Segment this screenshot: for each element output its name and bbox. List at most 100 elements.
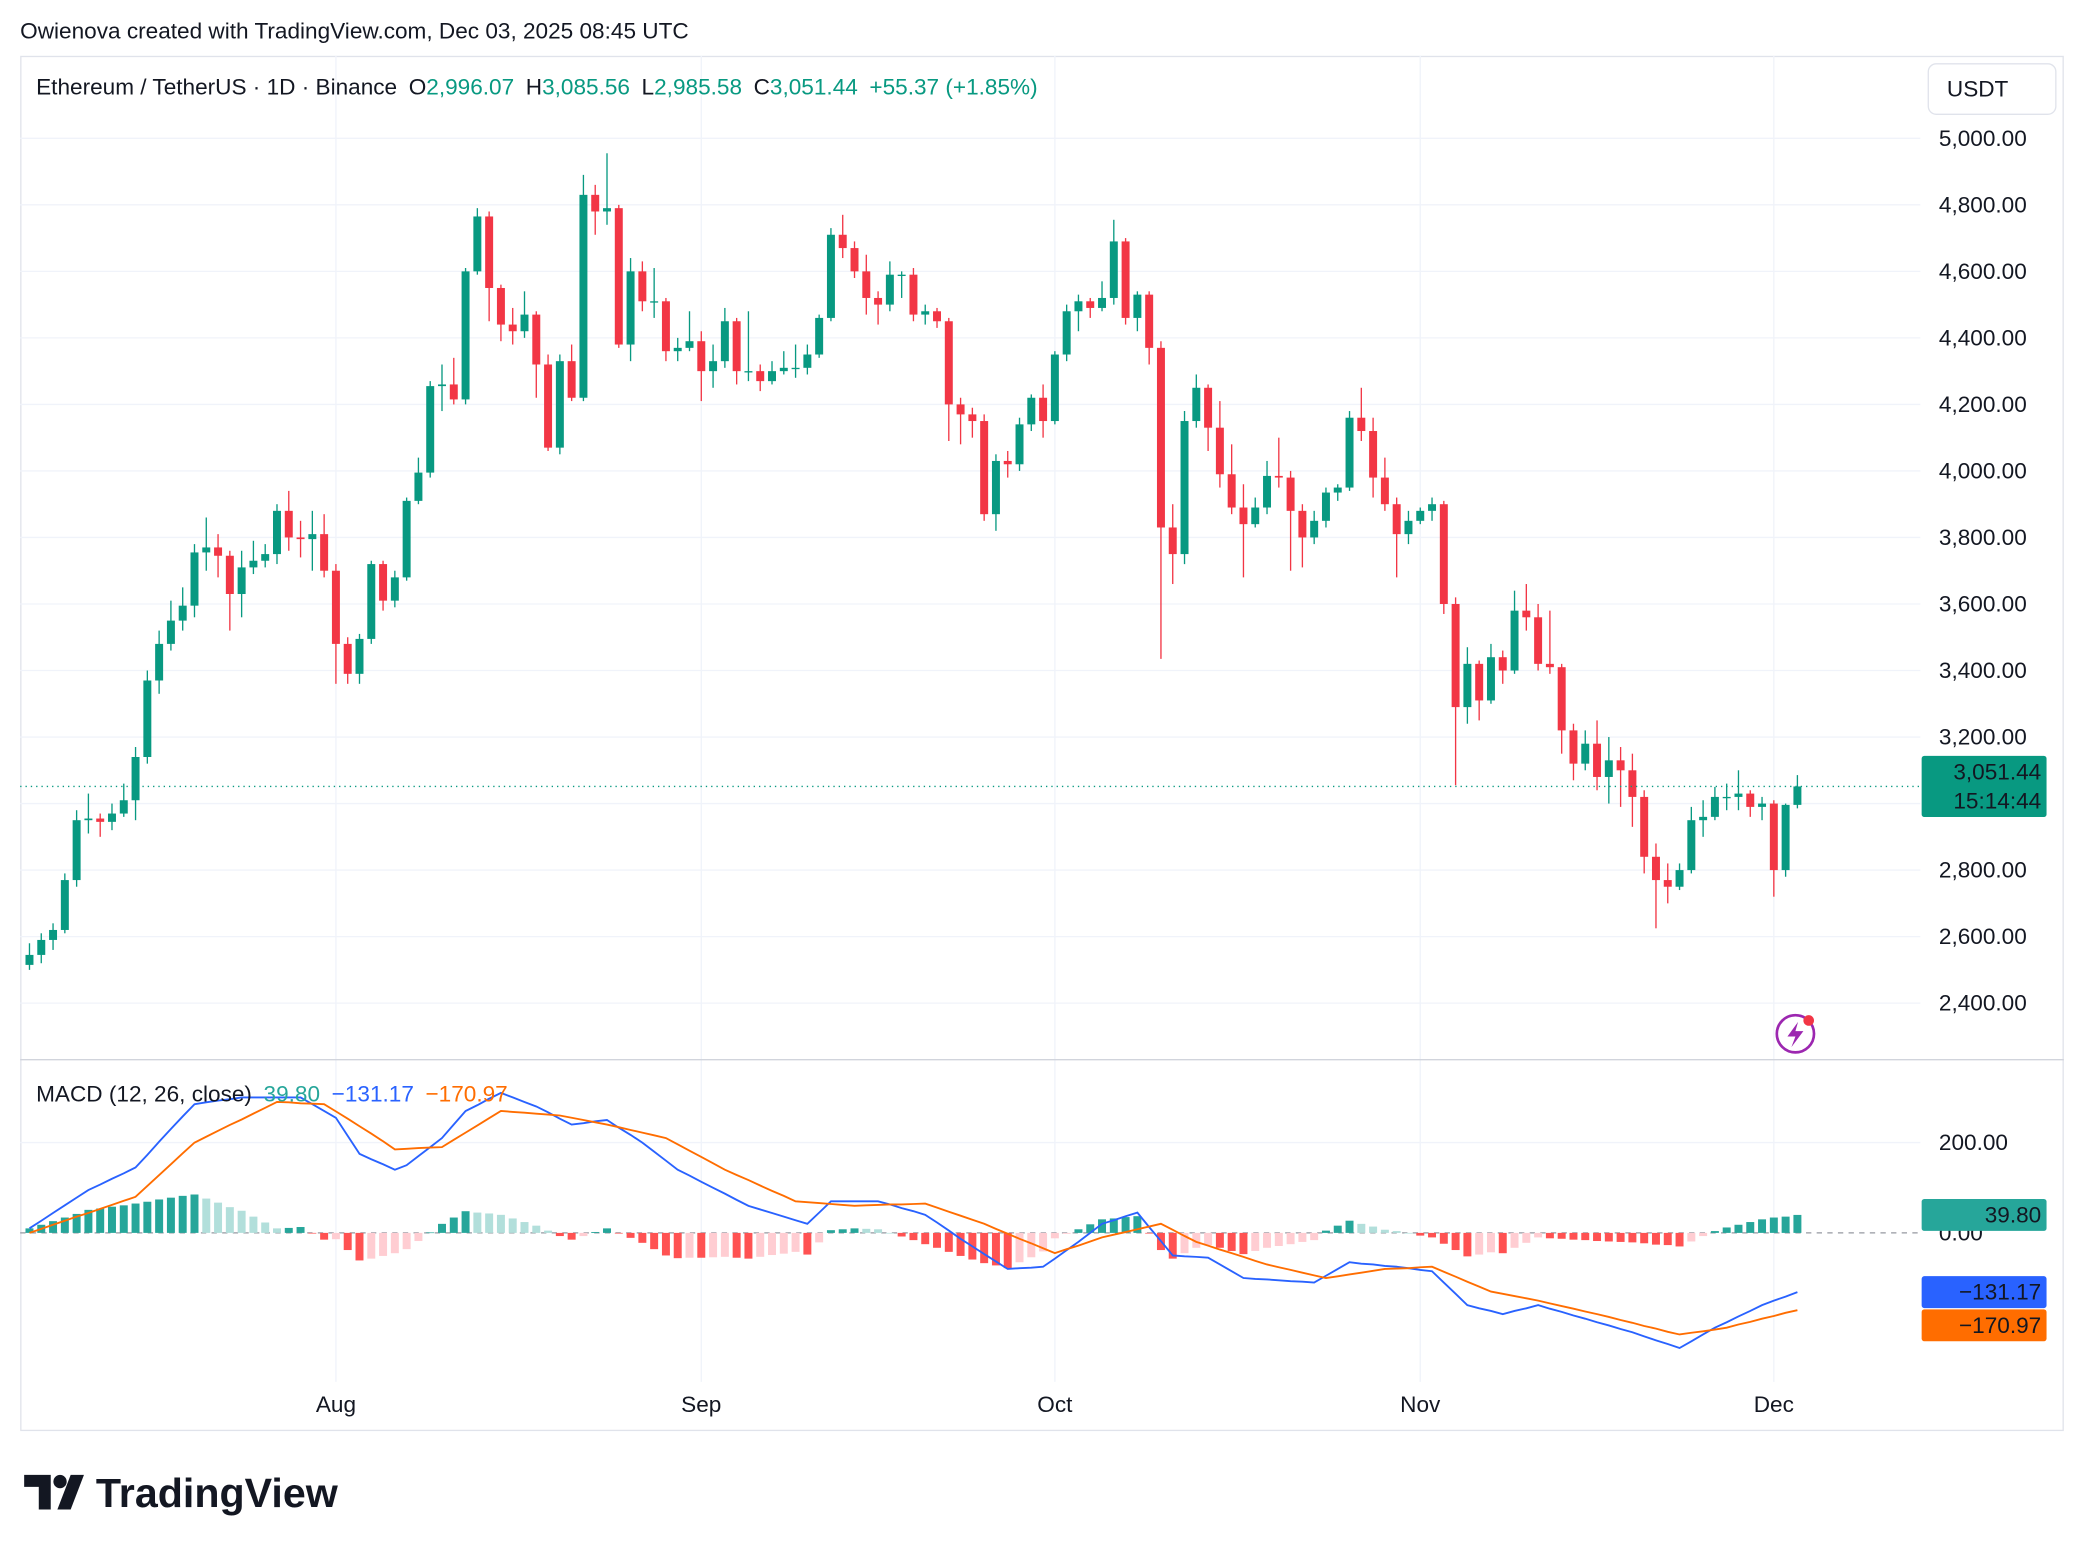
candle-body [1404,520,1413,535]
histogram-bar [838,1229,847,1233]
candle-body [438,384,446,387]
logo-mark [24,1474,51,1510]
histogram-bar [850,1228,859,1233]
logo-mark [57,1474,84,1510]
y-tick-label: 3,400.00 [1939,658,2027,683]
histogram-bar [1392,1231,1401,1233]
histogram-bar [1109,1218,1118,1233]
candle-body [791,367,800,370]
icon-dot[interactable] [1803,1015,1815,1026]
candle-body [1439,504,1448,604]
histogram-bar [355,1232,364,1261]
candle-body [909,274,918,315]
candle-body [320,534,329,571]
histogram-bar [874,1229,883,1233]
candle-body [1746,793,1755,807]
histogram-bar [237,1210,246,1233]
histogram-bar [791,1232,800,1252]
histogram-bar [1086,1224,1095,1233]
candle-body [1227,474,1236,508]
candle-body [37,939,46,955]
histogram-bar [980,1232,989,1264]
legend-change: +55.37 (+1.85%) [869,74,1037,99]
histogram-bar [1734,1224,1743,1233]
histogram-bar [72,1213,81,1233]
histogram-bar [1746,1222,1755,1233]
y-tick-label: 4,400.00 [1939,325,2027,350]
histogram-bar [1651,1232,1660,1245]
histogram-bar [1439,1232,1448,1244]
candle-body [1027,397,1036,425]
candle-body [1086,301,1095,308]
candle-body [1557,667,1566,731]
symbol-legend: Ethereum / TetherUS · 1D · Binance O2,99… [36,74,1037,99]
histogram-bar [1428,1232,1437,1238]
histogram-bar [1003,1232,1012,1269]
candle-body [178,605,187,621]
candle-body [1204,387,1213,428]
histogram-bar [331,1232,340,1240]
currency-box[interactable] [1927,63,2057,115]
candle-body [249,560,258,568]
histogram-bar [1345,1220,1354,1233]
histogram-bar [1062,1232,1071,1234]
histogram-bar [508,1218,517,1233]
candle-body [661,301,670,352]
icon-bolt[interactable] [1787,1021,1804,1048]
candle-body [1416,510,1425,521]
candle-body [1121,241,1130,318]
candle-body [25,954,34,965]
histogram-bar [1357,1223,1366,1233]
histogram-bar [1486,1232,1495,1253]
candle-body [1522,610,1531,618]
candle-body [1168,527,1177,555]
legend-value: 3,051.44 [770,74,858,99]
candle-body [237,567,246,595]
legend-value: 2,985.58 [654,74,742,99]
candle-body [697,341,706,372]
candle-body [1062,311,1071,355]
candle-body [1758,803,1767,807]
icon-ring[interactable] [1775,1013,1816,1054]
candle-body [956,404,965,415]
histogram-bar [1227,1232,1236,1251]
candle-body [273,510,281,555]
candle-body [673,347,682,352]
legend-key: H [526,74,542,99]
histogram-bar [1522,1232,1531,1243]
candle-body [1510,610,1519,671]
candle-body [1534,617,1543,664]
candle-body [190,552,199,606]
histogram-bar [426,1232,435,1234]
currency[interactable]: USDT [1947,77,2009,102]
histogram-bar [1027,1232,1036,1258]
y-tick-label: 4,200.00 [1939,392,2027,417]
y-tick-label: 2,400.00 [1939,991,2027,1016]
x-tick-label: Nov [1400,1392,1441,1417]
histogram-bar [438,1223,446,1233]
candle-body [1545,663,1554,668]
candle-body [544,364,553,448]
countdown: 15:14:44 [1953,789,2041,814]
logo-mark [53,1474,67,1489]
histogram-bar [1675,1232,1684,1247]
x-tick-label: Sep [681,1392,721,1417]
candle-body [355,638,364,674]
histogram-bar [885,1232,894,1234]
candle-body [284,510,293,538]
histogram-bar [1758,1219,1767,1233]
candle-body [991,460,1000,515]
value-label: −131.17 [1959,1280,2041,1305]
candle-body [709,361,718,372]
candle-body [261,554,270,561]
histogram-bar [25,1228,34,1233]
y-tick-label: 4,600.00 [1939,259,2027,284]
alert-icon[interactable] [1775,1013,1816,1054]
histogram-bar [1098,1219,1107,1233]
histogram-bar [473,1212,482,1233]
candle-body [143,680,152,757]
histogram-bar [178,1195,187,1233]
candle-body [744,371,753,373]
histogram-bar [1286,1232,1295,1245]
